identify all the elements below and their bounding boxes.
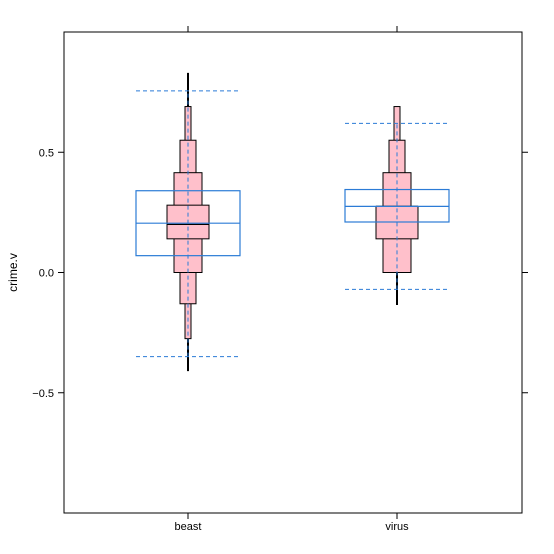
plot-frame bbox=[63, 31, 523, 514]
group-beast bbox=[135, 72, 241, 372]
y-tick-label: −0.5 bbox=[32, 388, 54, 400]
sd-box bbox=[344, 188, 450, 223]
chart-marks bbox=[135, 72, 450, 372]
y-tick-label: 0.5 bbox=[39, 147, 54, 159]
y-axis-title: crime.v bbox=[6, 253, 20, 292]
group-virus bbox=[344, 106, 450, 305]
x-tick-label: virus bbox=[385, 521, 409, 533]
y-tick-label: 0.0 bbox=[39, 268, 54, 280]
plot-border bbox=[63, 31, 523, 514]
x-tick-label: beast bbox=[175, 521, 202, 533]
axes: −0.5 0.0 0.5 beast virus bbox=[32, 26, 528, 533]
